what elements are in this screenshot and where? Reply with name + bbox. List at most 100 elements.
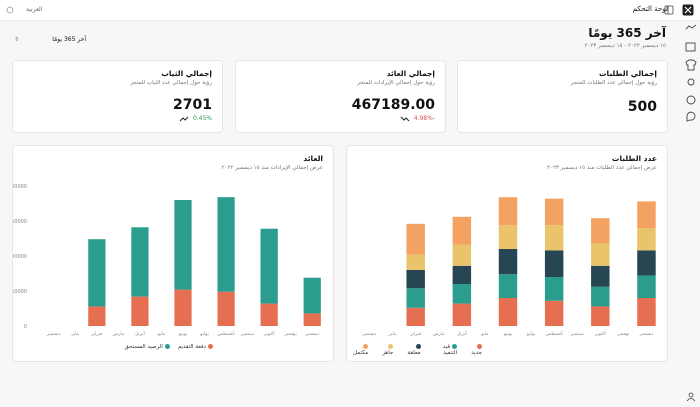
- bar-segment: [637, 298, 656, 326]
- legend-swatch: [363, 344, 369, 349]
- bar-segment: [303, 277, 321, 314]
- bar-segment: [591, 218, 610, 244]
- legend-label: مكتمل: [353, 350, 369, 356]
- bar-segment: [498, 298, 518, 326]
- trend-down-icon: [400, 116, 410, 121]
- kpi-card: إجمالي العائد رؤية حول إجمالي الإيرادات …: [235, 60, 446, 133]
- bar-segment: [406, 254, 425, 270]
- legend-swatch: [452, 344, 458, 349]
- legend: دفعة التقديم الرصيد المستحق: [125, 344, 213, 350]
- bar-segment: [303, 313, 321, 326]
- chart-title: عدد الطلبات: [611, 154, 657, 163]
- x-tick-label: أبريل: [457, 330, 467, 337]
- bar-segment: [174, 289, 192, 326]
- legend-label: جاهز: [382, 350, 394, 356]
- bar-segment: [637, 275, 656, 298]
- legend-swatch: [415, 344, 421, 349]
- x-tick-label: يناير: [388, 332, 397, 337]
- range-select-label: آخر 365 يومًا: [52, 35, 86, 43]
- bar-segment: [498, 225, 518, 249]
- x-tick-label: أكتوبر: [594, 330, 606, 337]
- bar-segment: [88, 306, 106, 326]
- change-text: -4.98%: [413, 115, 435, 122]
- nav-products[interactable]: [685, 42, 696, 52]
- bar-segment: [452, 244, 472, 266]
- chart-subtitle: عرض إجمالي الإيرادات منذ ١٥ ديسمبر ٢٠٢٢: [221, 165, 323, 171]
- bar-segment: [591, 243, 610, 266]
- card-title: إجمالي الثياب: [161, 69, 212, 78]
- legend-label: قيد التنفيذ: [442, 344, 458, 356]
- change-text: 0.45%: [192, 115, 212, 122]
- legend-item: جديد: [465, 344, 482, 356]
- bar-segment: [498, 274, 518, 298]
- nav-chat[interactable]: [686, 111, 696, 122]
- legend-item: قيد التنفيذ: [429, 344, 458, 356]
- chart: ديسمبر يناير فبراير مارس أبريل مايو يونيو يوليو…: [362, 197, 656, 337]
- bar-segment: [88, 239, 106, 307]
- bar-segment: [260, 228, 278, 304]
- legend-label: دفعة التقديم: [177, 344, 206, 350]
- card-title: إجمالي العائد: [386, 69, 435, 78]
- logo-icon: [682, 4, 694, 16]
- x-tick-label: أكتوبر: [263, 330, 275, 337]
- chart-title: العائد: [303, 154, 323, 163]
- x-tick-label: مارس: [433, 332, 445, 337]
- legend-item: معلقة: [401, 344, 421, 356]
- legend-label: جديد: [471, 350, 482, 356]
- legend-item: دفعة التقديم: [178, 344, 213, 350]
- y-tick-label: 0: [24, 324, 27, 330]
- x-tick-label: أغسطس: [218, 330, 235, 337]
- nav-profile[interactable]: [686, 392, 696, 402]
- chart-card: العائد عرض إجمالي الإيرادات منذ ١٥ ديسمب…: [12, 145, 334, 362]
- x-tick-label: ديسمبر: [304, 332, 319, 337]
- legend-item: جاهز: [376, 344, 394, 356]
- sidebar-toggle[interactable]: [664, 5, 674, 15]
- card-value: 467189.00: [351, 97, 435, 113]
- language-switch[interactable]: العربية: [26, 6, 43, 13]
- x-tick-label: مايو: [157, 332, 166, 337]
- nav-settings[interactable]: [686, 95, 696, 105]
- chart-subtitle: عرض إجمالي عدد الطلبات منذ ١٥ ديسمبر ٢٠٢…: [547, 165, 657, 171]
- card-value: 2701: [173, 97, 212, 113]
- top-bar: [0, 0, 700, 21]
- legend-swatch: [388, 344, 394, 349]
- card-description: رؤية حول إجمالي عدد الثياب للمتجر: [130, 80, 212, 86]
- legend-item: مكتمل: [347, 344, 369, 356]
- nav-analytics[interactable]: [685, 24, 697, 30]
- bar-segment: [544, 277, 564, 301]
- legend-swatch: [477, 344, 482, 349]
- bar-segment: [637, 201, 656, 228]
- x-tick-label: يناير: [70, 332, 79, 337]
- nav-users[interactable]: [687, 78, 695, 86]
- bar-segment: [406, 288, 425, 308]
- card-change: -4.98%: [400, 115, 435, 122]
- nav-clothes[interactable]: [685, 59, 697, 71]
- y-tick-label: 100000: [13, 254, 27, 260]
- bar-segment: [260, 303, 278, 326]
- card-title: إجمالي الطلبات: [598, 69, 657, 78]
- x-tick-label: يوليو: [526, 332, 536, 337]
- legend-label: معلقة: [407, 350, 421, 356]
- card-description: رؤية حول إجمالي عدد الطلبات للمتجر: [570, 80, 657, 86]
- card-value: 500: [627, 99, 657, 115]
- x-tick-label: نوفمبر: [284, 332, 297, 337]
- bar-segment: [452, 265, 472, 284]
- select-caret: ⇕: [14, 35, 20, 43]
- bar-segment: [498, 249, 518, 275]
- bar-segment: [637, 250, 656, 276]
- kpi-card: إجمالي الطلبات رؤية حول إجمالي عدد الطلب…: [457, 60, 668, 133]
- side-nav: [685, 24, 697, 122]
- range-select[interactable]: آخر 365 يومًا ⇕: [14, 33, 86, 45]
- x-tick-label: يونيو: [503, 332, 513, 337]
- x-tick-label: مارس: [113, 332, 125, 337]
- legend-label: الرصيد المستحق: [124, 344, 163, 350]
- bar-segment: [544, 225, 564, 251]
- x-tick-label: ديسمبر: [46, 332, 61, 337]
- bar-segment: [452, 284, 472, 304]
- bar-segment: [174, 200, 192, 290]
- theme-icon[interactable]: [5, 5, 17, 15]
- app-title: لوحة التحكم: [632, 5, 668, 13]
- bar-segment: [498, 197, 518, 226]
- bar-segment: [131, 227, 149, 297]
